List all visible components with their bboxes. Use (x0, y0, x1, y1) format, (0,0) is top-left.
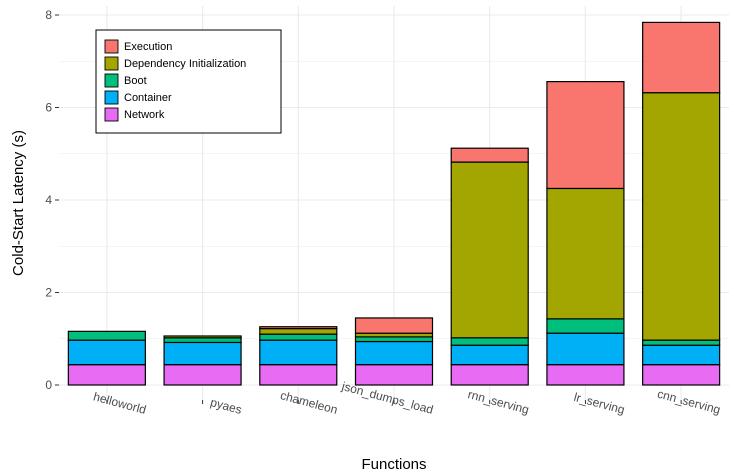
bar-segment-container (163, 341, 242, 366)
bar-segment-container (642, 344, 721, 366)
bars (67, 21, 721, 386)
bar-segment-network (163, 364, 242, 386)
legend-label: Dependency Initialization (124, 58, 246, 70)
bar-segment-network (354, 364, 434, 386)
y-tick-label: 8 (45, 8, 52, 22)
bar-segment-dependency-initialization (259, 327, 338, 335)
legend-box (95, 29, 282, 134)
bar-segment-dependency-initialization (450, 161, 529, 339)
bar-segment-dependency-initialization (642, 92, 721, 341)
bar-segment-boot (354, 336, 434, 343)
y-tick-label: 6 (45, 101, 52, 115)
legend-swatch (104, 90, 119, 105)
y-tick-label: 4 (45, 193, 52, 207)
bar-segment-execution (259, 326, 338, 330)
bar-segment-dependency-initialization (163, 335, 242, 339)
legend-label: Execution (124, 41, 172, 53)
bar-segment-execution (450, 147, 529, 163)
bar-segment-network (67, 364, 146, 386)
y-tick-label: 2 (45, 286, 52, 300)
legend-label: Network (124, 109, 165, 121)
y-axis-title: Cold-Start Latency (s) (10, 130, 27, 276)
bar-segment-boot (67, 330, 146, 341)
legend-swatch (104, 39, 119, 54)
bar-segment-container (259, 339, 338, 366)
legend-swatch (104, 107, 119, 122)
bar-segment-execution (642, 21, 721, 94)
bar-segment-boot (259, 333, 338, 341)
bar-segment-boot (450, 337, 529, 346)
bar-segment-dependency-initialization (546, 187, 625, 320)
bar-segment-network (259, 364, 338, 386)
bar-segment-boot (642, 339, 721, 346)
bar-segment-boot (546, 318, 625, 334)
y-tick-label: 0 (45, 378, 52, 392)
legend: Execution Dependency Initialization Boot Co… (95, 29, 282, 134)
y-axis-ticks: 0 2 4 6 8 (45, 8, 59, 392)
bar-segment-execution (546, 80, 625, 190)
bar-segment-container (546, 332, 625, 366)
legend-swatch (104, 73, 119, 88)
bar-segment-container (450, 344, 529, 366)
bar-segment-network (450, 364, 529, 386)
x-axis-title: Functions (361, 456, 426, 473)
bar-segment-network (546, 364, 625, 386)
bar-segment-boot (163, 337, 242, 344)
bar-segment-execution (354, 317, 434, 334)
bar-segment-network (642, 364, 721, 386)
legend-label: Boot (124, 75, 147, 87)
bar-segment-container (67, 339, 146, 366)
legend-swatch (104, 56, 119, 71)
bar-segment-container (354, 340, 434, 366)
legend-label: Container (124, 92, 172, 104)
